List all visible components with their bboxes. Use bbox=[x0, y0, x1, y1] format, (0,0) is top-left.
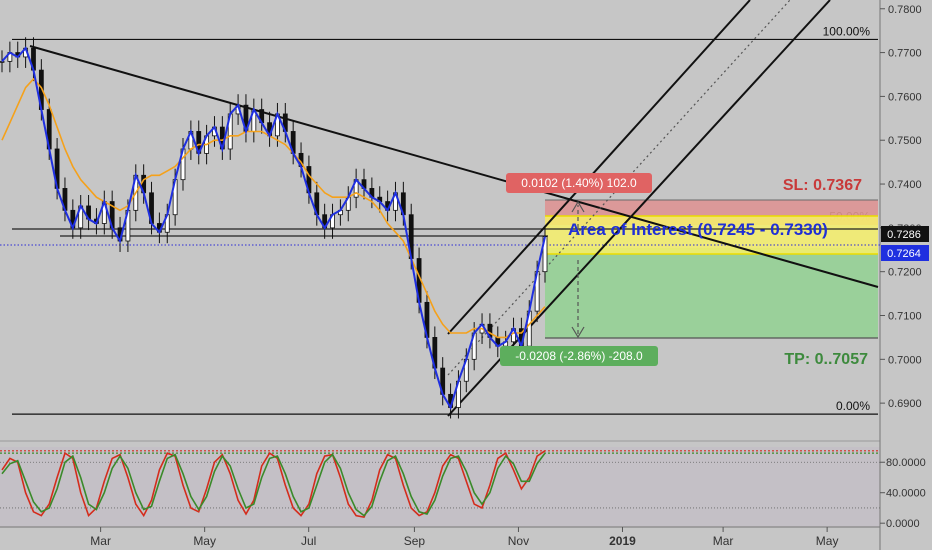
reward-box bbox=[500, 346, 658, 366]
stochastic-axis-ticks: 80.0000 40.0000 0.0000 bbox=[880, 457, 926, 530]
price-axis-background bbox=[880, 0, 932, 550]
price-tick-label: 0.7200 bbox=[888, 267, 922, 279]
price-tick-label: 0.7500 bbox=[888, 135, 922, 147]
time-tick-label: Nov bbox=[508, 534, 529, 548]
price-tick-label: 0.7700 bbox=[888, 48, 922, 60]
take-profit-zone bbox=[545, 248, 878, 338]
time-tick-label: 2019 bbox=[609, 534, 636, 548]
channel-upper-line bbox=[447, 0, 751, 335]
arrowhead-down bbox=[571, 326, 585, 339]
price-tick-label: 0.7600 bbox=[888, 91, 922, 103]
risk-box bbox=[506, 173, 652, 193]
reward-label: -0.0208 (-2.86%) -208.0 bbox=[515, 349, 643, 363]
time-tick-label: May bbox=[193, 534, 216, 548]
time-axis-ticks: Mar May Jul Sep Nov 2019 Mar May bbox=[90, 527, 838, 548]
current-price-label: 0.7286 bbox=[887, 229, 921, 241]
candle-body bbox=[0, 60, 5, 63]
secondary-price-tag bbox=[881, 245, 929, 261]
stochastic-tick-label: 40.0000 bbox=[886, 488, 926, 500]
price-tick-label: 0.7400 bbox=[888, 179, 922, 191]
current-price-tag bbox=[881, 226, 929, 242]
area-of-interest-label: Area of Interest (0.7245 - 0.7330) bbox=[568, 220, 828, 239]
fib-level-label: 100.00% bbox=[823, 24, 871, 38]
arrowhead-up bbox=[571, 200, 585, 213]
time-tick-label: May bbox=[816, 534, 839, 548]
time-tick-label: Mar bbox=[90, 534, 111, 548]
time-tick-label: Sep bbox=[404, 534, 426, 548]
stochastic-tick-label: 0.0000 bbox=[886, 518, 920, 530]
area-of-interest-zone bbox=[545, 216, 878, 254]
price-candles bbox=[0, 37, 548, 419]
moving-average-orange bbox=[1, 77, 546, 339]
price-tick-label: 0.7100 bbox=[888, 310, 922, 322]
secondary-price-label: 0.7264 bbox=[887, 248, 921, 260]
stochastic-d-line bbox=[1, 452, 546, 517]
stochastic-panel-background bbox=[0, 447, 880, 527]
moving-average-blue bbox=[1, 46, 546, 410]
fib-level-label: 0.00% bbox=[836, 399, 870, 413]
risk-label: 0.0102 (1.40%) 102.0 bbox=[521, 176, 637, 190]
stochastic-levels bbox=[0, 450, 880, 509]
stop-loss-label: SL: 0.7367 bbox=[783, 177, 862, 194]
price-tick-label: 0.6900 bbox=[888, 398, 922, 410]
time-tick-label: Jul bbox=[301, 534, 316, 548]
time-tick-label: Mar bbox=[713, 534, 734, 548]
take-profit-label: TP: 0..7057 bbox=[784, 351, 868, 368]
stochastic-tick-label: 80.0000 bbox=[886, 457, 926, 469]
price-tick-label: 0.7800 bbox=[888, 4, 922, 16]
descending-trendline bbox=[29, 45, 879, 288]
price-tick-label: 0.7000 bbox=[888, 354, 922, 366]
